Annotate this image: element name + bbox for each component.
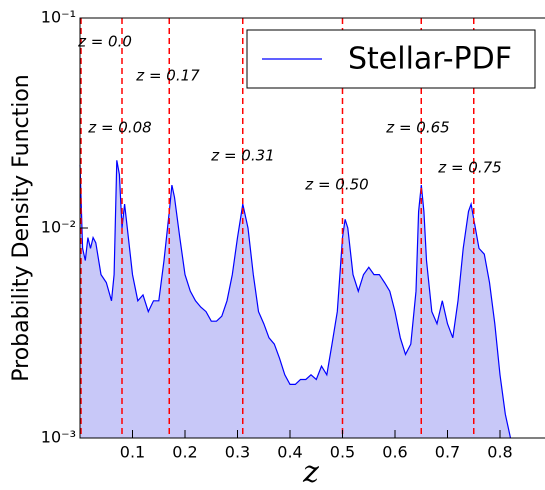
- y-tick-label: 10⁻³: [41, 428, 76, 447]
- x-tick-label: 0.4: [277, 443, 302, 462]
- y-axis-label: Probability Density Function: [9, 74, 34, 382]
- legend-label: Stellar-PDF: [348, 42, 512, 77]
- y-tick-label: 10⁻²: [41, 218, 76, 237]
- x-tick-label: 0.2: [172, 443, 197, 462]
- x-tick-label: 0.6: [382, 443, 407, 462]
- x-tick-label: 0.8: [487, 443, 512, 462]
- redshift-label: z = 0.75: [437, 159, 501, 177]
- redshift-label: z = 0.0: [77, 33, 132, 51]
- area: [80, 160, 511, 439]
- pdf-line: [79, 160, 512, 439]
- redshift-label: z = 0.31: [210, 147, 274, 165]
- x-tick-label: 0.7: [435, 443, 460, 462]
- redshift-label: z = 0.08: [87, 119, 151, 137]
- redshift-label: z = 0.65: [385, 119, 449, 137]
- y-tick-label: 10⁻¹: [41, 8, 76, 27]
- x-tick-label: 0.1: [120, 443, 145, 462]
- x-axis-label: z: [302, 455, 319, 490]
- x-tick-label: 0.3: [225, 443, 250, 462]
- redshift-label: z = 0.17: [135, 67, 200, 85]
- x-tick-label: 0.5: [330, 443, 355, 462]
- redshift-label: z = 0.50: [304, 176, 368, 194]
